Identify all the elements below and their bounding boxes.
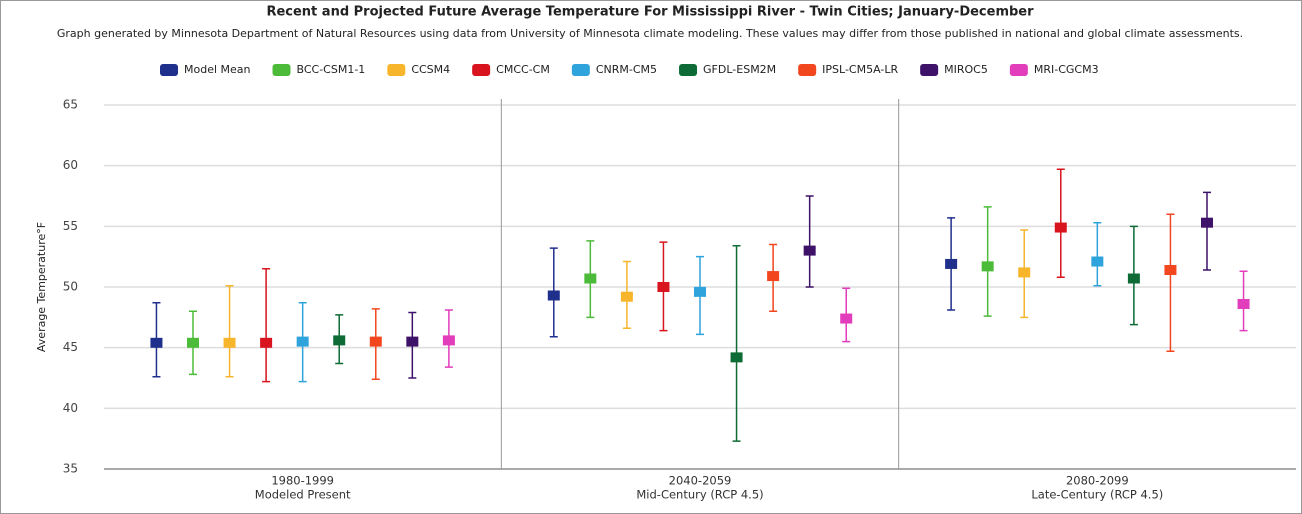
legend-swatch	[679, 64, 698, 76]
legend-swatch	[272, 64, 291, 76]
x-tick-label: 2040-2059	[669, 474, 732, 488]
legend-swatch	[160, 64, 178, 76]
mean-marker	[1054, 222, 1067, 233]
mean-marker	[620, 291, 633, 302]
error-bar	[805, 195, 814, 288]
error-bar	[732, 244, 741, 442]
mean-marker	[369, 336, 382, 347]
mean-marker	[1018, 267, 1031, 278]
mean-marker	[260, 337, 273, 348]
mean-marker	[767, 271, 780, 282]
mean-marker	[657, 282, 670, 292]
legend-swatch	[387, 64, 406, 76]
mean-marker	[223, 337, 236, 348]
mean-marker	[150, 337, 163, 348]
mean-marker	[694, 286, 706, 297]
mean-marker	[1091, 256, 1104, 267]
mean-marker	[1127, 273, 1140, 284]
y-tick-label: 50	[63, 280, 78, 294]
legend-label: Model Mean	[184, 63, 251, 76]
legend-swatch	[920, 64, 939, 76]
mean-marker	[981, 261, 994, 272]
x-tick-sublabel: Mid-Century (RCP 4.5)	[636, 488, 763, 502]
legend-swatch	[798, 64, 817, 76]
legend-label: CNRM-CM5	[596, 63, 657, 76]
legend-label: CMCC-CM	[496, 63, 550, 76]
y-tick-label: 35	[63, 462, 78, 476]
mean-marker	[945, 258, 958, 269]
error-bar	[262, 268, 271, 383]
y-tick-label: 40	[63, 401, 78, 415]
mean-marker	[1237, 298, 1250, 309]
mean-marker	[442, 335, 455, 346]
x-tick-label: 2080-2099	[1066, 474, 1129, 488]
chart-subtitle: Graph generated by Minnesota Department …	[57, 27, 1243, 40]
y-tick-label: 55	[63, 219, 78, 233]
mean-marker	[1164, 265, 1177, 276]
legend-swatch	[472, 64, 491, 76]
y-axis-label: Average Temperature°F	[35, 222, 48, 352]
legend-label: MRI-CGCM3	[1034, 63, 1099, 76]
mean-marker	[803, 245, 816, 256]
error-bar	[225, 285, 234, 378]
legend-label: IPSL-CM5A-LR	[822, 63, 898, 76]
y-tick-label: 65	[63, 98, 78, 112]
mean-marker	[1200, 217, 1213, 228]
mean-marker	[333, 335, 346, 346]
mean-marker	[406, 336, 419, 347]
error-bar	[1166, 213, 1175, 353]
mean-marker	[296, 336, 309, 347]
mean-marker	[187, 337, 200, 348]
error-bar	[1093, 221, 1102, 287]
mean-marker	[730, 352, 743, 363]
legend-label: MIROC5	[944, 63, 988, 76]
legend-label: CCSM4	[411, 63, 450, 76]
y-tick-label: 45	[63, 340, 78, 354]
x-tick-label: 1980-1999	[271, 474, 334, 488]
chart-title: Recent and Projected Future Average Temp…	[266, 5, 1034, 20]
legend-label: GFDL-ESM2M	[703, 63, 776, 76]
x-tick-sublabel: Modeled Present	[255, 488, 351, 502]
mean-marker	[584, 273, 597, 284]
mean-marker	[547, 290, 560, 301]
legend-swatch	[1009, 64, 1028, 76]
error-bar	[1203, 191, 1211, 271]
x-tick-sublabel: Late-Century (RCP 4.5)	[1031, 488, 1163, 502]
legend-swatch	[571, 64, 590, 76]
y-tick-label: 60	[63, 158, 78, 172]
mean-marker	[840, 313, 853, 324]
legend-label: BCC-CSM1-1	[297, 63, 366, 76]
